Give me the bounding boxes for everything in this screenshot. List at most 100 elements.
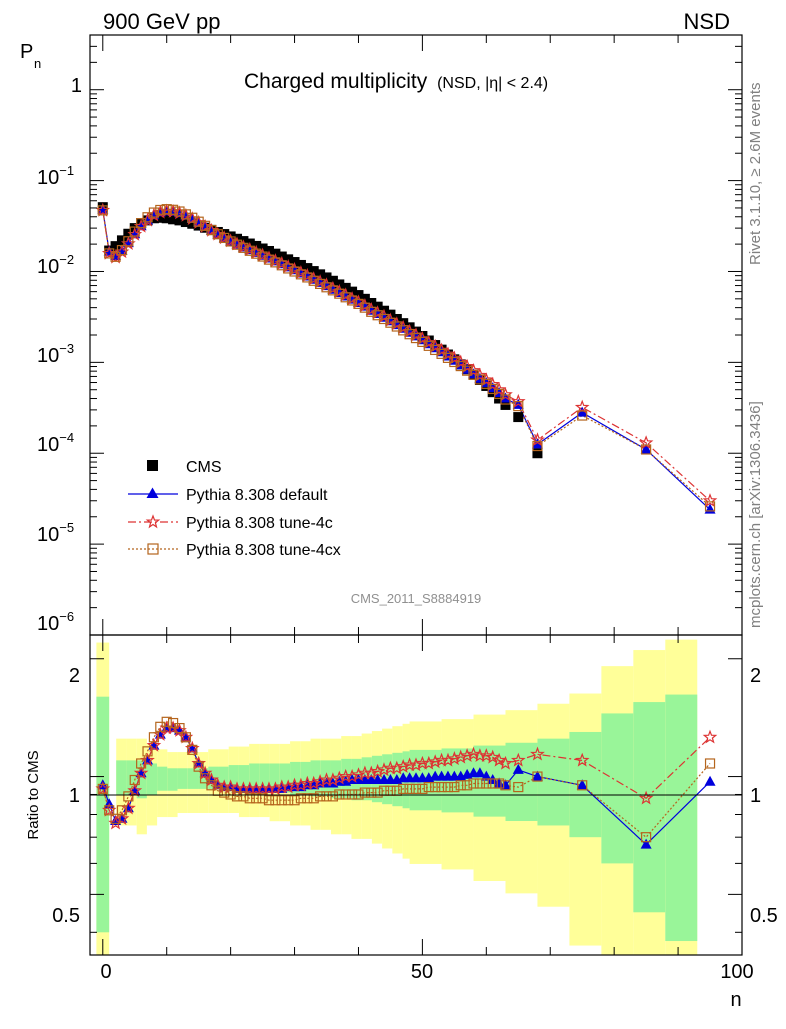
point-tune4cx: [372, 310, 383, 321]
x-tick-labels: 0 50 100: [100, 961, 753, 983]
y-tick-label-1e-5: 10−5: [37, 520, 74, 546]
band-inner-segment: [279, 763, 291, 793]
point-tune4cx: [257, 251, 268, 262]
ratio-point-tune4cx: [436, 781, 447, 793]
ratio-point-tune4c: [146, 737, 162, 752]
ratio-point-tune4cx: [219, 787, 230, 798]
ratio-point-default: [640, 838, 652, 849]
band-inner-segment: [320, 760, 331, 797]
point-tune4cx: [289, 266, 300, 277]
ratio-point-tune4cx: [199, 773, 211, 784]
ratio-point-tune4cx: [308, 793, 319, 804]
ratio-point-default: [704, 775, 716, 786]
chart-title: Charged multiplicity (NSD, |η| < 2.4): [244, 70, 548, 93]
band-inner-segment: [157, 766, 168, 791]
ratio-point-tune4cx: [257, 793, 268, 804]
point-tune4cx: [225, 236, 236, 247]
main-y-tick-labels: 1: [71, 75, 82, 97]
legend-marker-tune4c: [145, 514, 161, 529]
ratio-point-tune4c: [478, 748, 494, 762]
ratio-point-default: [531, 770, 543, 781]
ratio-point-tune4cx: [225, 789, 236, 800]
point-tune4cx: [212, 229, 223, 240]
ratio-point-tune4cx: [366, 787, 377, 798]
point-tune4cx: [104, 248, 115, 259]
point-tune4cx: [244, 245, 255, 256]
point-tune4cx: [353, 298, 364, 309]
band-inner-segment: [665, 694, 698, 942]
point-tune4cx: [385, 317, 396, 328]
band-inner-segment: [269, 763, 280, 793]
point-tune4cx: [97, 205, 108, 216]
ratio-point-tune4cx: [641, 832, 652, 843]
band-inner-segment: [218, 766, 229, 789]
band-inner-segment: [228, 765, 239, 789]
ratio-point-tune4c: [446, 751, 462, 766]
ratio-point-tune4c: [363, 765, 379, 780]
ratio-point-tune4c: [440, 752, 456, 767]
ratio-point-tune4cx: [493, 778, 505, 789]
band-inner-segment: [187, 768, 199, 789]
point-tune4cx: [340, 292, 351, 303]
legend-marker-tune4cx: [147, 543, 159, 555]
legend-label-default: Pythia 8.308 default: [186, 487, 328, 504]
ratio-point-tune4cx: [142, 746, 153, 757]
ratio-point-tune4cx: [430, 781, 441, 793]
y-tick-label-1: 1: [71, 75, 82, 97]
point-tune4c: [702, 493, 718, 507]
ratio-tick-2-right: 2: [750, 665, 761, 687]
header-left: 900 GeV pp: [103, 9, 220, 34]
ratio-point-tune4cx: [442, 781, 454, 793]
ratio-point-tune4cx: [334, 789, 345, 800]
ratio-tick-1-right: 1: [750, 785, 761, 807]
ratio-tick-05-right: 0.5: [750, 905, 778, 927]
ratio-point-tune4cx: [398, 783, 409, 795]
point-tune4cx: [493, 388, 505, 399]
ratio-point-tune4cx: [251, 793, 262, 804]
ratio-point-tune4cx: [372, 787, 383, 798]
point-tune4cx: [513, 401, 524, 412]
point-tune4c: [510, 393, 526, 408]
ratio-point-tune4c: [133, 765, 149, 780]
point-cms: [295, 259, 306, 270]
point-tune4cx: [167, 204, 179, 215]
point-tune4cx: [129, 226, 140, 237]
ratio-point-tune4cx: [276, 795, 287, 806]
point-tune4c: [421, 334, 437, 349]
ratio-point-tune4cx: [231, 791, 243, 802]
point-tune4cx: [174, 206, 185, 217]
point-tune4cx: [302, 272, 313, 283]
legend-marker-default: [146, 487, 159, 498]
y-tick-label-1e-1: 10−1: [37, 163, 74, 189]
ratio-point-tune4cx: [481, 778, 492, 789]
point-default: [531, 438, 543, 449]
ratio-point-tune4c: [702, 729, 718, 744]
ratio-point-tune4c: [210, 777, 226, 792]
point-tune4cx: [500, 394, 511, 405]
legend-label-cms: CMS: [186, 459, 222, 476]
band-inner-segment: [382, 754, 393, 805]
ratio-point-tune4c: [530, 746, 545, 761]
point-tune4c: [574, 399, 590, 414]
band-inner-segment: [167, 768, 178, 791]
ratio-point-tune4cx: [404, 783, 415, 795]
point-tune4cx: [161, 204, 172, 215]
point-tune4c: [446, 350, 462, 365]
point-tune4cx: [231, 239, 243, 250]
ratio-point-tune4c: [491, 752, 507, 767]
ratio-point-tune4c: [574, 752, 590, 767]
point-cms: [168, 214, 179, 225]
point-cms: [123, 228, 134, 239]
point-cms: [308, 266, 319, 277]
ratio-point-tune4c: [485, 749, 501, 764]
ratio-point-tune4cx: [206, 780, 217, 791]
ratio-point-tune4cx: [532, 771, 543, 782]
ratio-point-tune4cx: [193, 761, 204, 772]
ratio-point-tune4cx: [123, 791, 134, 802]
ratio-point-tune4cx: [148, 732, 160, 743]
point-cms: [500, 399, 511, 410]
point-tune4cx: [270, 257, 281, 268]
ratio-point-tune4cx: [340, 789, 351, 800]
band-inner-segment: [601, 713, 634, 864]
